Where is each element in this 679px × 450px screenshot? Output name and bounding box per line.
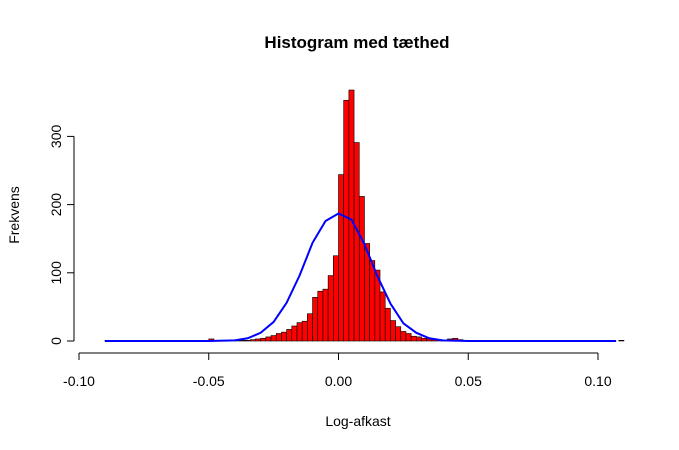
density-curve <box>104 212 617 342</box>
x-axis: -0.10 -0.05 0.00 0.05 0.10 <box>63 352 612 389</box>
histogram-bar <box>249 339 256 342</box>
histogram-bar <box>343 99 350 342</box>
histogram-bar <box>260 337 267 342</box>
histogram-bar <box>296 322 303 342</box>
histogram-bar <box>317 290 324 342</box>
y-axis: 0 100 200 300 <box>48 125 75 345</box>
histogram-bar <box>322 288 329 342</box>
y-tick-label: 300 <box>48 125 64 149</box>
histogram-bar <box>379 291 386 342</box>
histogram-bar <box>265 336 272 342</box>
histogram-bar <box>270 335 277 342</box>
y-tick-label: 200 <box>48 193 64 217</box>
histogram-bar <box>416 336 422 342</box>
histogram-bar <box>291 325 298 342</box>
y-tick-label: 0 <box>48 337 64 345</box>
histogram-bar <box>364 243 370 342</box>
histogram-bar <box>301 320 308 342</box>
x-tick-label: -0.05 <box>193 373 225 389</box>
histogram-bar <box>405 333 412 342</box>
histogram-bar <box>400 331 407 342</box>
histogram-bar <box>281 331 287 342</box>
histogram-bar <box>353 142 360 342</box>
histogram-bars <box>104 89 625 342</box>
histogram-bar <box>327 275 334 342</box>
histogram-bar <box>369 260 376 342</box>
histogram-bar <box>307 313 313 342</box>
histogram-bar <box>390 320 396 342</box>
histogram-bar <box>384 307 391 342</box>
histogram-bar <box>618 340 625 342</box>
x-axis-label: Log-afkast <box>325 413 390 429</box>
x-tick-label: 0.05 <box>455 373 482 389</box>
x-tick-label: -0.10 <box>63 373 95 389</box>
y-axis-label: Frekvens <box>6 186 22 244</box>
histogram-bar <box>395 326 402 342</box>
histogram-bar <box>275 333 282 342</box>
histogram-bar <box>333 255 339 342</box>
histogram-bar <box>338 174 344 342</box>
histogram-bar <box>358 196 365 342</box>
histogram-bar <box>410 335 417 342</box>
x-tick-label: 0.10 <box>584 373 611 389</box>
histogram-bar <box>421 337 428 342</box>
y-tick-label: 100 <box>48 261 64 285</box>
histogram-bar <box>255 338 261 342</box>
histogram-bar <box>348 89 355 342</box>
histogram-bar <box>286 329 293 342</box>
chart-title: Histogram med tæthed <box>264 33 449 52</box>
histogram-bar <box>244 340 251 342</box>
histogram-bar <box>239 340 246 342</box>
histogram-bar <box>312 297 319 342</box>
x-tick-label: 0.00 <box>325 373 352 389</box>
